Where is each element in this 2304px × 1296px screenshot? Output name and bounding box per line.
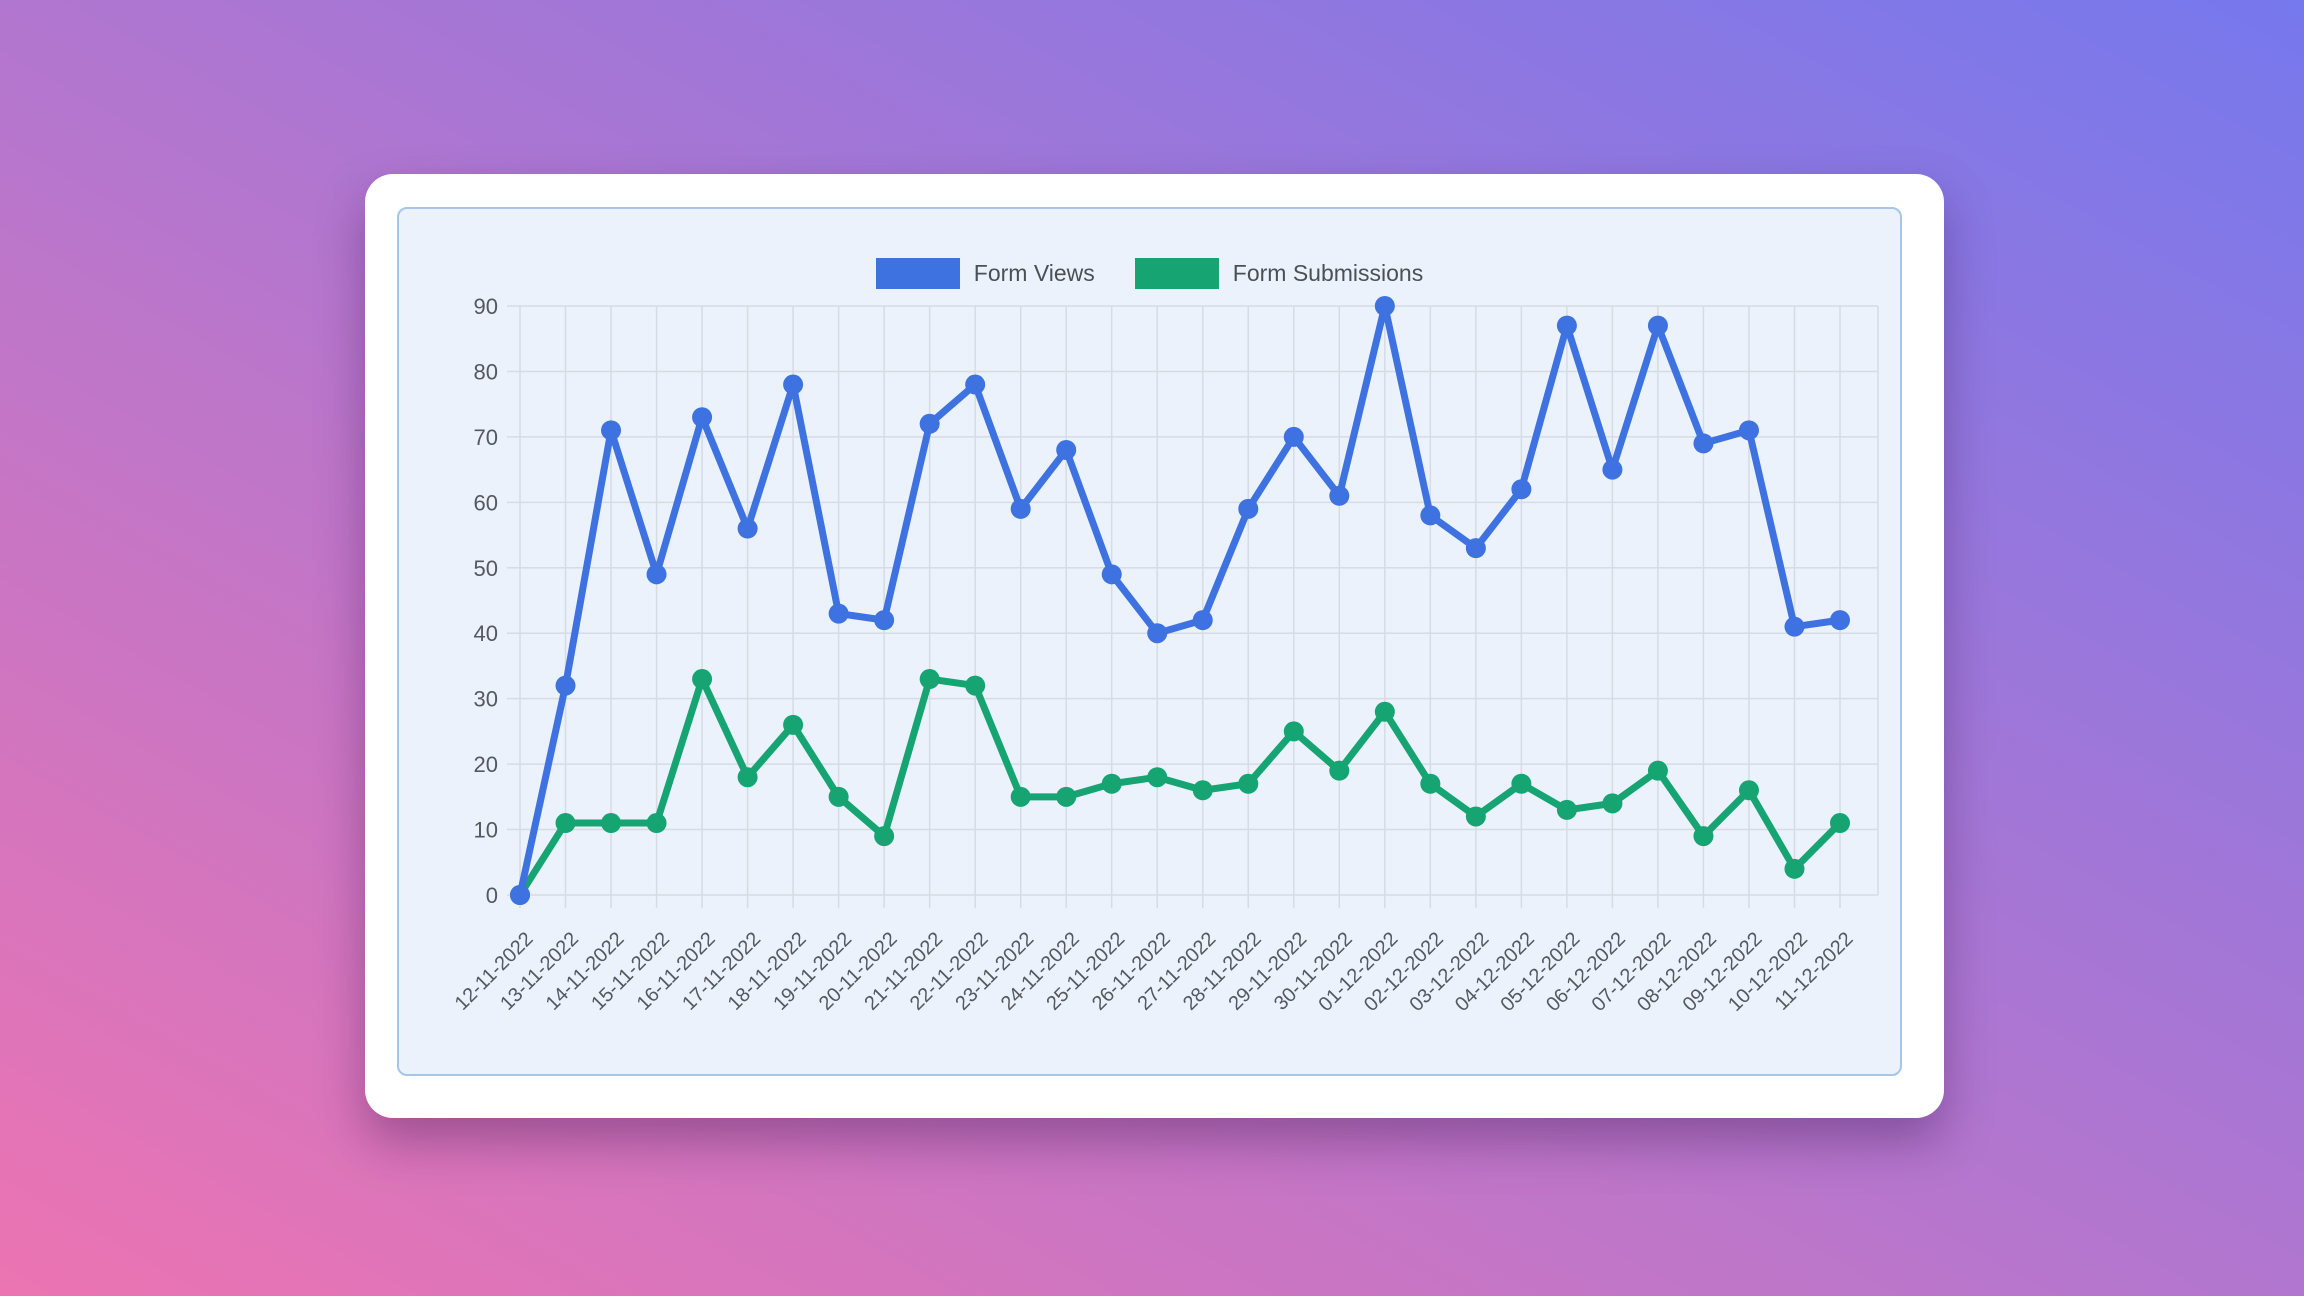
y-tick-label: 80 bbox=[474, 359, 498, 384]
form-submissions-swatch-icon bbox=[1134, 258, 1219, 289]
form-views-point[interactable] bbox=[919, 413, 940, 434]
chart-card: 0 10 20 30 40 50 60 70 80 90 12-11-2022 13-11-2022 1… bbox=[365, 174, 1944, 1118]
form-views-swatch-icon bbox=[875, 258, 960, 289]
form-views-point[interactable] bbox=[1693, 433, 1714, 454]
form-submissions-line bbox=[516, 675, 1844, 899]
form-submissions-point[interactable] bbox=[1192, 780, 1213, 801]
legend-item-form-submissions[interactable]: Form Submissions bbox=[1134, 258, 1424, 289]
form-views-point[interactable] bbox=[828, 603, 849, 624]
form-submissions-point[interactable] bbox=[1602, 793, 1623, 814]
form-submissions-point[interactable] bbox=[1784, 858, 1805, 879]
form-views-point[interactable] bbox=[1329, 485, 1350, 506]
form-submissions-point[interactable] bbox=[1147, 767, 1168, 788]
y-tick-label: 50 bbox=[474, 556, 498, 581]
form-submissions-point[interactable] bbox=[1283, 721, 1304, 742]
form-views-point[interactable] bbox=[1738, 420, 1759, 441]
form-submissions-point[interactable] bbox=[1420, 773, 1441, 794]
legend-label-form-views: Form Views bbox=[973, 260, 1095, 286]
form-submissions-point[interactable] bbox=[1329, 760, 1350, 781]
form-views-point[interactable] bbox=[1101, 564, 1122, 585]
form-submissions-point[interactable] bbox=[1693, 826, 1714, 847]
form-views-point[interactable] bbox=[1238, 498, 1259, 519]
y-tick-label: 30 bbox=[474, 687, 498, 712]
form-submissions-point[interactable] bbox=[555, 813, 576, 834]
form-views-point[interactable] bbox=[555, 675, 576, 696]
form-submissions-point[interactable] bbox=[783, 714, 804, 735]
form-submissions-point[interactable] bbox=[1511, 773, 1532, 794]
form-submissions-point[interactable] bbox=[1647, 760, 1668, 781]
y-tick-label: 90 bbox=[474, 294, 498, 319]
form-submissions-point[interactable] bbox=[1738, 780, 1759, 801]
form-submissions-point[interactable] bbox=[692, 669, 713, 690]
form-views-point[interactable] bbox=[601, 420, 622, 441]
line-chart: 010203040506070809012-11-202213-11-20221… bbox=[451, 294, 1879, 1016]
form-views-point[interactable] bbox=[737, 518, 758, 539]
form-views-point[interactable] bbox=[510, 885, 530, 905]
form-submissions-point[interactable] bbox=[919, 669, 940, 690]
form-views-point[interactable] bbox=[646, 564, 667, 585]
y-tick-label: 40 bbox=[474, 621, 498, 646]
form-views-point[interactable] bbox=[1511, 479, 1532, 500]
form-submissions-point[interactable] bbox=[1830, 813, 1850, 834]
form-views-point[interactable] bbox=[1010, 498, 1031, 519]
chart-panel: 0 10 20 30 40 50 60 70 80 90 12-11-2022 13-11-2022 1… bbox=[397, 207, 1902, 1076]
form-views-point[interactable] bbox=[965, 374, 986, 395]
form-submissions-point[interactable] bbox=[965, 675, 986, 696]
legend-item-form-views[interactable]: Form Views bbox=[875, 258, 1095, 289]
form-submissions-point[interactable] bbox=[1101, 773, 1122, 794]
form-submissions-point[interactable] bbox=[1056, 786, 1077, 807]
y-tick-label: 10 bbox=[474, 818, 498, 843]
y-tick-label: 70 bbox=[474, 425, 498, 450]
form-views-point[interactable] bbox=[1420, 505, 1441, 526]
form-views-point[interactable] bbox=[1147, 623, 1168, 644]
form-views-line bbox=[516, 302, 1844, 899]
y-tick-label: 20 bbox=[474, 752, 498, 777]
form-submissions-point[interactable] bbox=[601, 813, 622, 834]
y-tick-label: 60 bbox=[474, 490, 498, 515]
form-views-point[interactable] bbox=[1602, 459, 1623, 480]
form-submissions-point[interactable] bbox=[737, 767, 758, 788]
form-views-point[interactable] bbox=[783, 374, 804, 395]
form-views-point[interactable] bbox=[692, 407, 713, 428]
legend-label-form-submissions: Form Submissions bbox=[1232, 260, 1424, 286]
form-views-point[interactable] bbox=[1830, 610, 1850, 631]
form-views-point[interactable] bbox=[1283, 426, 1304, 447]
form-views-point[interactable] bbox=[1647, 315, 1668, 336]
form-submissions-point[interactable] bbox=[1556, 799, 1577, 820]
form-views-point[interactable] bbox=[1192, 610, 1213, 631]
form-submissions-point[interactable] bbox=[1374, 701, 1395, 722]
chart-legend: Form Views Form Submissions bbox=[399, 258, 1900, 289]
y-tick-label: 0 bbox=[486, 883, 498, 908]
form-views-point[interactable] bbox=[1465, 538, 1486, 559]
form-submissions-point[interactable] bbox=[1238, 773, 1259, 794]
form-views-point[interactable] bbox=[874, 610, 895, 631]
form-views-point[interactable] bbox=[1784, 616, 1805, 637]
form-views-point[interactable] bbox=[1374, 296, 1395, 316]
form-submissions-point[interactable] bbox=[874, 826, 895, 847]
form-submissions-point[interactable] bbox=[1010, 786, 1031, 807]
form-submissions-point[interactable] bbox=[1465, 806, 1486, 827]
form-views-point[interactable] bbox=[1056, 439, 1077, 460]
form-views-point[interactable] bbox=[1556, 315, 1577, 336]
form-submissions-point[interactable] bbox=[646, 813, 667, 834]
form-submissions-point[interactable] bbox=[828, 786, 849, 807]
